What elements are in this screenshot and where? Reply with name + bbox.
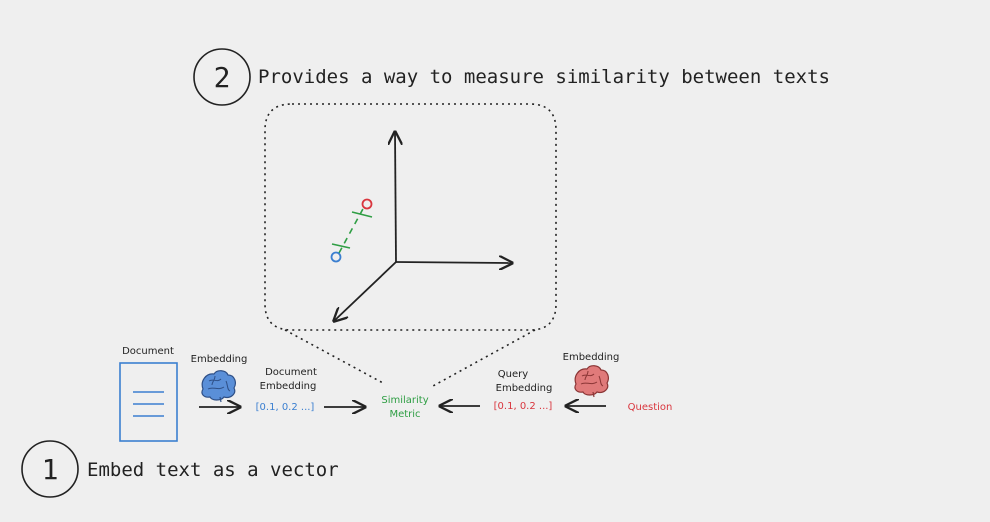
document-label: Document (122, 346, 174, 357)
document-vector: [0.1, 0.2 ...] (256, 402, 315, 413)
query-vector: [0.1, 0.2 ...] (494, 401, 553, 412)
document-embedding-title-2: Embedding (260, 381, 317, 392)
step-1-circle (21, 440, 79, 498)
similarity-link (338, 206, 365, 254)
similarity-line-2: Metric (389, 409, 420, 420)
step-1-text: Embed text as a vector (87, 459, 339, 481)
link-tick-b (351, 211, 373, 218)
axis-z (334, 261, 397, 321)
document-embedding-title-1: Document (265, 367, 317, 378)
step-2-text: Provides a way to measure similarity bet… (258, 66, 830, 88)
step-1-number: 1 (42, 453, 59, 486)
similarity-line-1: Similarity (381, 395, 428, 406)
embedding-right-label: Embedding (563, 352, 620, 363)
query-embedding-title-2: Embedding (496, 383, 553, 394)
query-point (361, 198, 373, 210)
question-label: Question (628, 402, 673, 413)
document-point (330, 251, 342, 263)
document-icon (119, 362, 178, 442)
brain-icon (201, 370, 236, 403)
brain-icon (574, 365, 609, 398)
step-1-header: 1 Embed text as a vector (21, 440, 339, 498)
vector-space-box (264, 103, 557, 387)
step-2-number: 2 (214, 61, 231, 94)
link-tick-a (331, 243, 351, 249)
query-embedding-title-1: Query (498, 369, 528, 380)
step-2-circle (193, 48, 251, 106)
step-2-header: 2 Provides a way to measure similarity b… (193, 48, 830, 106)
axis-x (395, 262, 512, 263)
callout-line-right (432, 329, 536, 387)
dotted-box (264, 103, 557, 331)
callout-line-left (284, 329, 384, 384)
embedding-left-label: Embedding (191, 354, 248, 365)
axis-y (395, 132, 396, 263)
